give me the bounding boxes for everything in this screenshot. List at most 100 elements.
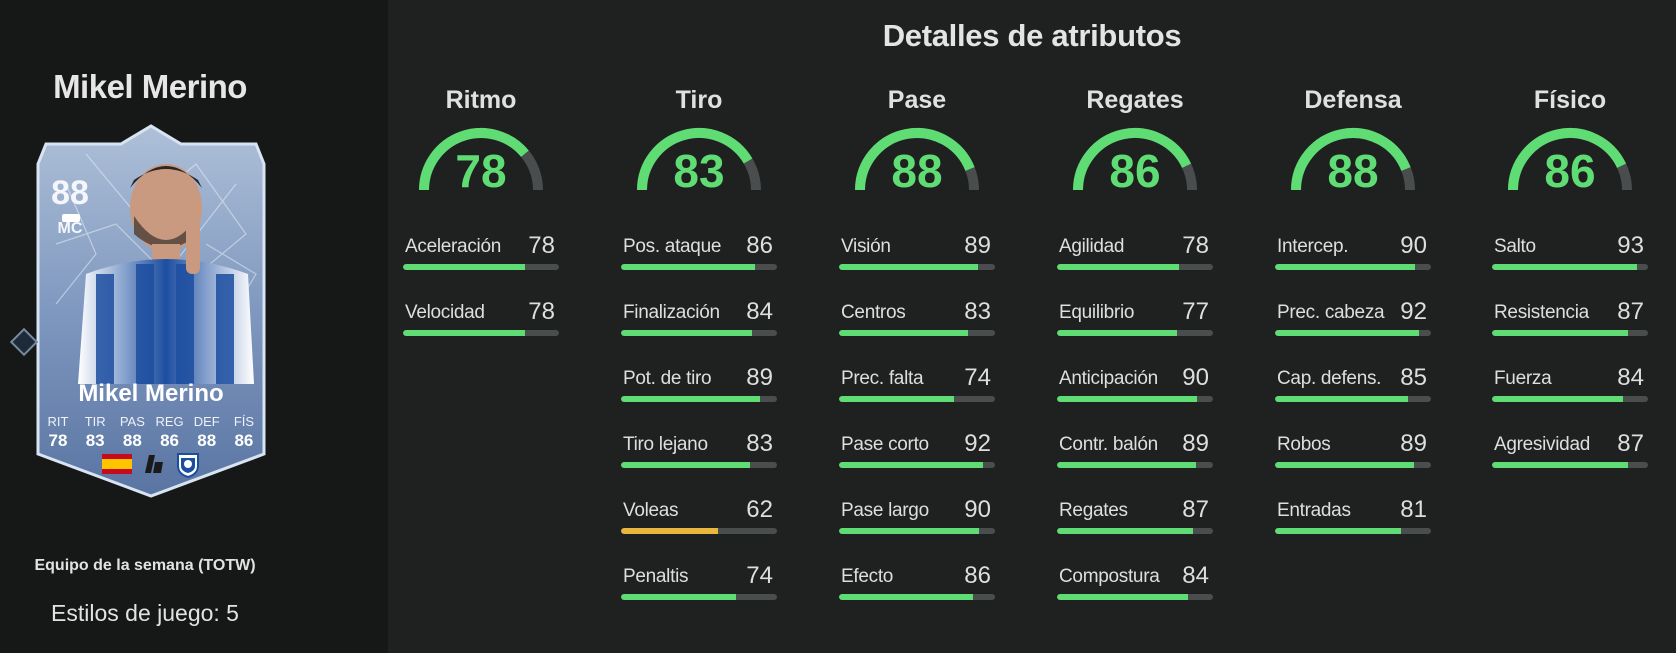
attribute-value: 78 bbox=[528, 298, 555, 325]
category-físico: Físico 86 Salto 93 Resistencia 87 Fuerza 84 Agre… bbox=[1492, 86, 1648, 468]
attribute-row: Compostura 84 bbox=[1057, 562, 1213, 630]
attribute-name: Regates bbox=[1059, 500, 1128, 521]
attribute-bar-fill bbox=[621, 330, 753, 336]
attribute-name: Compostura bbox=[1059, 566, 1160, 587]
attribute-row: Pase corto 92 bbox=[839, 430, 995, 498]
attribute-row: Resistencia 87 bbox=[1492, 298, 1648, 366]
attribute-row: Anticipación 90 bbox=[1057, 364, 1213, 432]
attribute-name: Aceleración bbox=[405, 236, 501, 257]
attribute-bar-track bbox=[621, 330, 777, 336]
attribute-name: Agresividad bbox=[1494, 434, 1590, 455]
category-name: Ritmo bbox=[445, 86, 517, 114]
attribute-bar-track bbox=[1275, 264, 1431, 270]
attribute-bar-fill bbox=[1492, 396, 1624, 402]
category-value: 83 bbox=[673, 145, 725, 197]
attribute-value: 92 bbox=[1400, 298, 1427, 325]
card-stat-value: 86 bbox=[234, 431, 254, 450]
attribute-bar-track bbox=[1492, 330, 1648, 336]
league-logo-icon bbox=[145, 455, 163, 473]
card-stat: FÍS 86 bbox=[226, 414, 262, 451]
attribute-value: 89 bbox=[1400, 430, 1427, 457]
card-stat-value: 83 bbox=[85, 431, 105, 450]
attribute-bar-fill bbox=[1057, 264, 1179, 270]
attribute-name: Velocidad bbox=[405, 302, 485, 323]
category-gauge: 86 bbox=[1492, 122, 1648, 200]
attribute-bar-fill bbox=[839, 594, 974, 600]
attribute-row: Salto 93 bbox=[1492, 232, 1648, 300]
attributes-title: Detalles de atributos bbox=[882, 18, 1182, 53]
attribute-bar-fill bbox=[839, 528, 980, 534]
attribute-row: Agresividad 87 bbox=[1492, 430, 1648, 498]
attribute-bar-track bbox=[839, 396, 995, 402]
attribute-bar-track bbox=[1057, 396, 1213, 402]
attribute-bar-fill bbox=[403, 330, 525, 336]
attribute-name: Anticipación bbox=[1059, 368, 1158, 389]
card-stats: RIT 78 TIR 83 PAS 88 REG 86 DEF 88 FÍS 86 bbox=[40, 414, 262, 451]
attribute-bar-fill bbox=[1275, 264, 1416, 270]
attribute-value: 86 bbox=[964, 562, 991, 589]
gauge-fill bbox=[855, 128, 975, 191]
card-background bbox=[36, 124, 266, 498]
attribute-value: 90 bbox=[1400, 232, 1427, 259]
attribute-row: Prec. cabeza 92 bbox=[1275, 298, 1431, 366]
attribute-name: Efecto bbox=[841, 566, 894, 587]
attribute-value: 87 bbox=[1182, 496, 1209, 523]
attribute-bar-track bbox=[621, 528, 777, 534]
attribute-value: 89 bbox=[746, 364, 773, 391]
category-name: Físico bbox=[1533, 86, 1607, 114]
attribute-bar-track bbox=[1057, 264, 1213, 270]
player-card[interactable]: 88 MC Mikel Merino RIT 78 TIR 83 PAS 88 REG… bbox=[26, 124, 276, 500]
attribute-name: Penaltis bbox=[623, 566, 689, 587]
attribute-bar-fill bbox=[1057, 528, 1193, 534]
attribute-bar-track bbox=[403, 330, 559, 336]
attribute-name: Entradas bbox=[1277, 500, 1351, 521]
attribute-row: Cap. defens. 85 bbox=[1275, 364, 1431, 432]
attribute-row: Robos 89 bbox=[1275, 430, 1431, 498]
attribute-row: Aceleración 78 bbox=[403, 232, 559, 300]
attribute-bar-track bbox=[839, 330, 995, 336]
attribute-bar-fill bbox=[621, 396, 760, 402]
player-panel: Mikel Merino bbox=[0, 0, 388, 653]
attribute-bar-track bbox=[1275, 462, 1431, 468]
card-stat-value: 78 bbox=[48, 431, 68, 450]
attribute-name: Visión bbox=[841, 236, 891, 257]
category-value: 88 bbox=[891, 145, 943, 197]
club-crest-icon bbox=[177, 453, 199, 478]
category-pase: Pase 88 Visión 89 Centros 83 Prec. falta 74 Pase… bbox=[839, 86, 995, 600]
attribute-name: Finalización bbox=[623, 302, 720, 323]
attribute-row: Centros 83 bbox=[839, 298, 995, 366]
attribute-bar-fill bbox=[1275, 396, 1408, 402]
attribute-bar-fill bbox=[1275, 528, 1402, 534]
attribute-bar-fill bbox=[1275, 462, 1414, 468]
attribute-name: Contr. balón bbox=[1059, 434, 1158, 455]
gauge-fill bbox=[419, 128, 529, 191]
card-stat: PAS 88 bbox=[114, 414, 150, 451]
attribute-value: 78 bbox=[1182, 232, 1209, 259]
card-stat: TIR 83 bbox=[77, 414, 113, 451]
card-position: MC bbox=[57, 220, 83, 237]
attribute-row: Prec. falta 74 bbox=[839, 364, 995, 432]
attribute-row: Penaltis 74 bbox=[621, 562, 777, 630]
card-rating: 88 bbox=[51, 174, 89, 212]
attribute-row: Pase largo 90 bbox=[839, 496, 995, 564]
attribute-bar-fill bbox=[621, 594, 737, 600]
attribute-bar-track bbox=[1057, 594, 1213, 600]
attribute-bar-fill bbox=[1492, 462, 1628, 468]
attribute-name: Equilibrio bbox=[1059, 302, 1135, 323]
attribute-bar-fill bbox=[839, 462, 983, 468]
attribute-bar-track bbox=[1275, 528, 1431, 534]
attribute-bar-track bbox=[839, 528, 995, 534]
playstyles-label: Estilos de juego: 5 bbox=[51, 600, 239, 626]
attribute-value: 74 bbox=[746, 562, 773, 589]
attribute-row: Velocidad 78 bbox=[403, 298, 559, 366]
attribute-value: 77 bbox=[1182, 298, 1209, 325]
card-stat-value: 88 bbox=[197, 431, 217, 450]
player-name: Mikel Merino bbox=[53, 68, 247, 105]
category-gauge: 86 bbox=[1057, 122, 1213, 200]
attribute-value: 81 bbox=[1400, 496, 1427, 523]
attribute-bar-track bbox=[839, 594, 995, 600]
card-stat: RIT 78 bbox=[40, 414, 76, 451]
gauge-fill bbox=[637, 128, 753, 191]
attribute-value: 93 bbox=[1617, 232, 1644, 259]
attribute-row: Entradas 81 bbox=[1275, 496, 1431, 564]
